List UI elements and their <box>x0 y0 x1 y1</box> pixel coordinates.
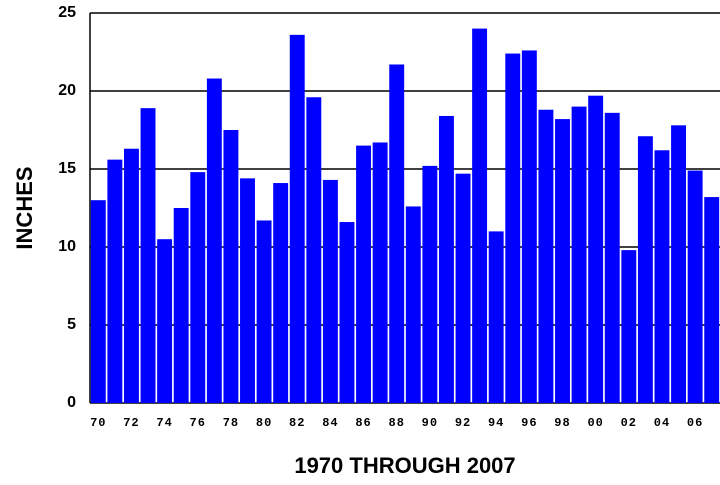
bar <box>157 239 173 403</box>
bar <box>621 250 637 403</box>
bar <box>671 125 687 403</box>
bar <box>654 150 670 403</box>
x-tick-label: 78 <box>223 416 239 430</box>
bar <box>206 78 222 404</box>
bar <box>90 200 106 403</box>
bar <box>107 159 123 403</box>
bar <box>422 165 438 403</box>
x-tick-label: 92 <box>455 416 471 430</box>
x-tick-label: 80 <box>256 416 272 430</box>
x-tick-label: 72 <box>123 416 139 430</box>
bar <box>123 148 139 403</box>
bar <box>405 206 421 403</box>
x-axis-label: 1970 THROUGH 2007 <box>294 453 515 478</box>
y-tick-label: 10 <box>58 238 76 255</box>
bar <box>538 109 554 403</box>
bar <box>190 172 206 403</box>
bar <box>256 220 272 403</box>
bar <box>389 64 405 403</box>
bar <box>555 119 570 403</box>
bar <box>687 170 703 403</box>
bar <box>604 112 620 403</box>
x-tick-label: 06 <box>687 416 703 430</box>
x-tick-label: 90 <box>422 416 438 430</box>
y-axis-label: INCHES <box>12 166 37 249</box>
x-tick-label: 88 <box>389 416 405 430</box>
y-tick-label: 15 <box>58 160 76 177</box>
bar <box>140 108 156 403</box>
x-tick-label: 76 <box>190 416 206 430</box>
bar <box>588 95 604 404</box>
x-tick-label: 84 <box>322 416 338 430</box>
x-tick-label: 94 <box>488 416 504 430</box>
bar <box>273 183 289 403</box>
bar <box>455 173 471 403</box>
bar <box>637 136 653 404</box>
x-tick-label: 02 <box>621 416 637 430</box>
bar <box>173 208 189 403</box>
y-tick-label: 5 <box>67 316 76 333</box>
bar <box>339 222 355 403</box>
y-tick-label: 25 <box>58 4 76 21</box>
x-tick-label: 82 <box>289 416 305 430</box>
bar <box>472 28 488 403</box>
bar <box>438 115 454 404</box>
bar <box>356 145 372 403</box>
x-tick-label: 00 <box>587 416 603 430</box>
bar <box>322 179 338 403</box>
x-tick-label: 74 <box>156 416 172 430</box>
bar <box>521 50 537 403</box>
y-tick-label: 20 <box>58 82 76 99</box>
x-tick-label: 98 <box>554 416 570 430</box>
x-tick-label: 04 <box>654 416 670 430</box>
bar <box>372 142 388 404</box>
bar <box>488 231 504 403</box>
bar <box>240 178 255 403</box>
bar <box>306 97 322 404</box>
bar <box>289 34 305 404</box>
x-tick-label: 96 <box>521 416 537 430</box>
bar <box>704 197 720 403</box>
bar <box>223 130 239 403</box>
x-tick-label: 86 <box>355 416 371 430</box>
x-tick-label: 70 <box>90 416 106 430</box>
bar <box>505 53 521 404</box>
bar <box>571 106 587 403</box>
y-tick-label: 0 <box>67 394 76 411</box>
